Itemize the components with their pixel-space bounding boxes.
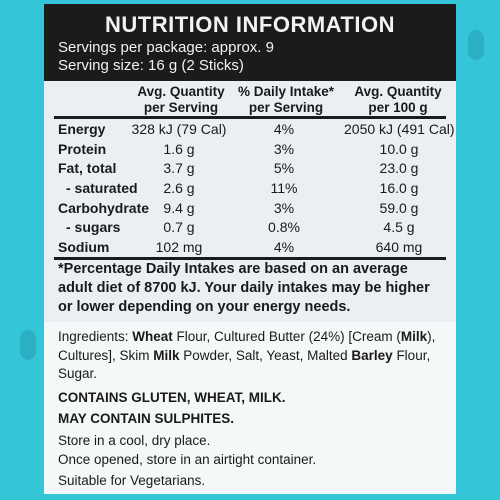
per-100g-value: 2050 kJ (491 Cal) bbox=[344, 121, 455, 137]
per-serving-value: 9.4 g bbox=[163, 199, 195, 216]
per-serving-value: 0.7 g bbox=[163, 219, 195, 236]
pdi-value: 5% bbox=[273, 160, 295, 177]
per-100g-value: 16.0 g bbox=[379, 180, 419, 197]
pdi-value: 3% bbox=[273, 140, 295, 157]
per-serving-value: 102 mg bbox=[155, 239, 203, 256]
per-serving-value: 3.7 g bbox=[163, 160, 195, 177]
allergen-word: Milk bbox=[153, 347, 180, 363]
allergen-may-contain: MAY CONTAIN SULPHITES. bbox=[58, 411, 235, 426]
per-serving-value: 2.6 g bbox=[163, 180, 195, 197]
panel-header: NUTRITION INFORMATION Servings per packa… bbox=[44, 4, 456, 81]
per-100g-value: 59.0 g bbox=[379, 199, 419, 216]
allergen-contains: CONTAINS GLUTEN, WHEAT, MILK. bbox=[58, 390, 286, 405]
per-100g-value: 4.5 g bbox=[383, 219, 415, 236]
ingredients-text: Powder, Salt, Yeast, Malted bbox=[179, 347, 352, 363]
allergen-word: Barley bbox=[351, 347, 393, 363]
nutrition-panel: NUTRITION INFORMATION Servings per packa… bbox=[44, 4, 456, 494]
divider bbox=[54, 257, 446, 260]
serving-size: Serving size: 16 g (2 Sticks) bbox=[58, 57, 244, 74]
ingredients-text: Flour, Sugar. bbox=[58, 347, 431, 382]
per-100g-value: 640 mg bbox=[375, 239, 423, 256]
nutrient-name: Sodium bbox=[58, 239, 110, 256]
ingredients-text: Flour, Cultured Butter (24%) [Cream ( bbox=[172, 329, 401, 344]
ingredients-list: Ingredients: Wheat Flour, Cultured Butte… bbox=[58, 328, 450, 384]
nutrient-name: Fat, total bbox=[58, 160, 117, 177]
background-decoration bbox=[468, 30, 484, 60]
daily-intake-footnote: *Percentage Daily Intakes are based on a… bbox=[58, 261, 430, 315]
storage-line: Once opened, store in an airtight contai… bbox=[58, 451, 317, 467]
pdi-value: 4% bbox=[273, 239, 295, 256]
column-header-per-serving: Avg. Quantity per Serving bbox=[137, 84, 225, 115]
nutrient-name: Protein bbox=[58, 140, 107, 157]
panel-title: NUTRITION INFORMATION bbox=[105, 12, 395, 37]
divider bbox=[54, 116, 446, 119]
table-row: - saturated 2.6 g 11% 16.0 g bbox=[44, 179, 456, 199]
table-row: Protein 1.6 g 3% 10.0 g bbox=[44, 140, 456, 160]
pdi-value: 11% bbox=[270, 180, 298, 197]
column-header-per-100g: Avg. Quantity per 100 g bbox=[354, 84, 442, 115]
nutrient-name: Energy bbox=[58, 121, 106, 137]
storage-line: Store in a cool, dry place. bbox=[58, 433, 211, 448]
storage-instructions: Store in a cool, dry place. Once opened,… bbox=[58, 432, 316, 469]
table-row: Energy 328 kJ (79 Cal) 4% 2050 kJ (491 C… bbox=[44, 120, 456, 140]
per-100g-value: 23.0 g bbox=[379, 160, 419, 177]
allergen-word: Wheat bbox=[132, 329, 173, 344]
pdi-value: 0.8% bbox=[268, 219, 300, 236]
nutrient-name: - saturated bbox=[66, 180, 138, 197]
vegetarian-statement: Suitable for Vegetarians. bbox=[58, 473, 206, 488]
ingredients-box: Ingredients: Wheat Flour, Cultured Butte… bbox=[44, 322, 456, 494]
nutrient-name: - sugars bbox=[66, 219, 121, 236]
per-100g-value: 10.0 g bbox=[379, 140, 419, 157]
servings-info: Servings per package: approx. 9 Serving … bbox=[58, 39, 274, 75]
column-header-pdi: % Daily Intake* per Serving bbox=[237, 84, 335, 115]
table-row: Sodium 102 mg 4% 640 mg bbox=[44, 238, 456, 258]
table-row: - sugars 0.7 g 0.8% 4.5 g bbox=[44, 218, 456, 238]
ingredients-text: Ingredients: bbox=[58, 329, 133, 344]
ingredients-text: ), Cultures], Skim bbox=[58, 329, 436, 363]
allergen-word: Milk bbox=[400, 329, 428, 344]
nutrition-table: Energy 328 kJ (79 Cal) 4% 2050 kJ (491 C… bbox=[44, 120, 456, 258]
table-row: Fat, total 3.7 g 5% 23.0 g bbox=[44, 159, 456, 179]
column-headers: Avg. Quantity per Serving % Daily Intake… bbox=[44, 81, 456, 117]
pdi-value: 3% bbox=[273, 199, 295, 216]
nutrient-name: Carbohydrate bbox=[58, 199, 150, 216]
per-serving-value: 328 kJ (79 Cal) bbox=[131, 121, 227, 137]
table-row: Carbohydrate 9.4 g 3% 59.0 g bbox=[44, 199, 456, 219]
pdi-value: 4% bbox=[273, 121, 295, 137]
servings-per-package: Servings per package: approx. 9 bbox=[58, 39, 274, 56]
per-serving-value: 1.6 g bbox=[163, 140, 195, 157]
background-decoration bbox=[20, 330, 36, 360]
